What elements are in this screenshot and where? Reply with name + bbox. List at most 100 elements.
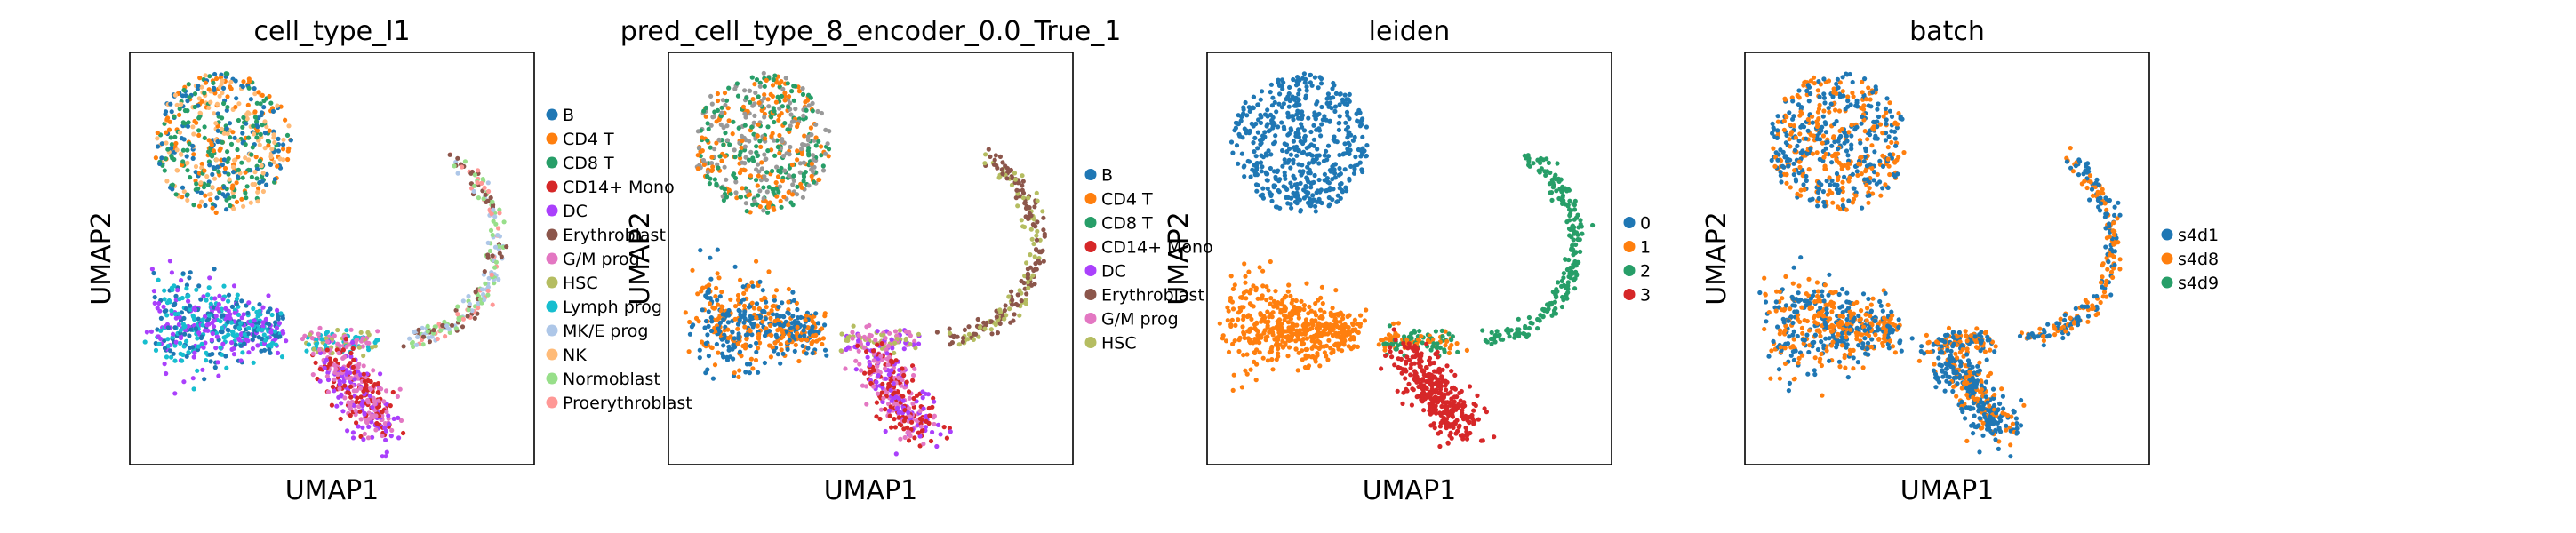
point: [266, 143, 271, 148]
point: [476, 306, 481, 311]
point: [1302, 133, 1308, 139]
point: [240, 84, 245, 90]
point: [883, 336, 888, 341]
point: [407, 336, 412, 341]
point: [433, 324, 438, 330]
point: [449, 322, 455, 328]
point: [1326, 325, 1332, 330]
point: [1355, 162, 1360, 167]
point: [252, 115, 258, 120]
point: [219, 126, 224, 131]
point: [791, 173, 796, 179]
legend-marker: [546, 396, 558, 409]
point: [204, 358, 209, 363]
point: [810, 100, 815, 106]
point: [227, 195, 232, 201]
point: [245, 102, 251, 107]
point: [1035, 219, 1040, 225]
point: [195, 336, 200, 341]
point: [398, 418, 404, 423]
point: [191, 354, 196, 360]
point: [192, 104, 197, 110]
point: [782, 91, 788, 96]
point: [187, 141, 192, 147]
point: [706, 290, 711, 295]
point: [883, 428, 888, 434]
point: [687, 319, 692, 325]
point: [800, 195, 806, 200]
point: [260, 305, 266, 310]
point: [1293, 346, 1299, 352]
point: [705, 332, 710, 338]
point: [217, 190, 222, 195]
point: [721, 343, 726, 348]
point: [1339, 340, 1344, 346]
point: [755, 153, 760, 158]
point: [200, 367, 205, 372]
point: [172, 92, 178, 98]
point: [764, 77, 769, 83]
point: [712, 177, 718, 182]
point: [390, 389, 396, 395]
point: [364, 340, 370, 346]
point: [228, 320, 234, 325]
point: [822, 347, 828, 353]
point: [466, 307, 471, 313]
point: [169, 285, 174, 290]
point: [230, 130, 236, 135]
point: [324, 374, 330, 379]
point: [1236, 338, 1242, 343]
point: [166, 298, 172, 304]
point: [172, 358, 178, 363]
point: [744, 209, 749, 214]
point: [316, 331, 321, 337]
point: [1006, 294, 1012, 299]
point: [348, 354, 354, 360]
point: [881, 395, 886, 401]
legend-marker: [1084, 289, 1097, 300]
point: [228, 312, 233, 317]
point: [1026, 195, 1031, 201]
point: [178, 340, 183, 346]
point: [1274, 335, 1279, 340]
point: [934, 330, 940, 335]
point: [188, 303, 193, 308]
point: [716, 326, 721, 331]
point: [429, 334, 435, 339]
point: [889, 425, 894, 430]
point: [446, 326, 452, 332]
point: [820, 336, 827, 341]
point: [1260, 355, 1266, 361]
point: [164, 130, 169, 135]
point: [1300, 150, 1305, 155]
point: [1575, 236, 1580, 243]
point: [340, 347, 346, 353]
point: [1259, 319, 1264, 324]
point: [254, 123, 260, 128]
point: [342, 383, 348, 388]
point: [317, 378, 323, 384]
point: [850, 330, 855, 335]
point: [1456, 425, 1461, 430]
legend-label: DC: [1101, 262, 1126, 282]
point: [148, 329, 154, 334]
point: [1300, 342, 1305, 347]
point: [740, 284, 746, 290]
point: [722, 91, 728, 96]
point: [739, 354, 744, 359]
point: [1565, 290, 1571, 295]
point: [748, 173, 754, 179]
point: [748, 88, 753, 93]
point: [778, 326, 783, 332]
point: [218, 329, 223, 334]
point: [1358, 313, 1364, 318]
point: [1339, 326, 1344, 331]
point: [206, 138, 212, 143]
point: [159, 155, 164, 161]
point: [212, 266, 217, 272]
point: [721, 317, 726, 322]
point: [1436, 367, 1442, 372]
point: [1388, 345, 1393, 350]
point: [219, 306, 224, 312]
point: [799, 185, 804, 190]
